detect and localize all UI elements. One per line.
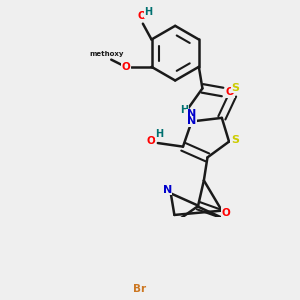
- Text: O: O: [121, 62, 130, 72]
- Text: O: O: [221, 208, 230, 218]
- Text: N: N: [187, 116, 196, 127]
- Text: Br: Br: [133, 284, 146, 294]
- Text: O: O: [137, 11, 146, 22]
- Text: H: H: [145, 7, 153, 17]
- Text: N: N: [187, 109, 196, 119]
- Text: methoxy: methoxy: [89, 51, 124, 57]
- Text: S: S: [231, 135, 239, 145]
- Text: H: H: [155, 129, 163, 140]
- Text: H: H: [180, 105, 188, 115]
- Text: S: S: [232, 83, 239, 93]
- Text: O: O: [146, 136, 155, 146]
- Text: O: O: [225, 87, 234, 97]
- Text: N: N: [163, 185, 172, 195]
